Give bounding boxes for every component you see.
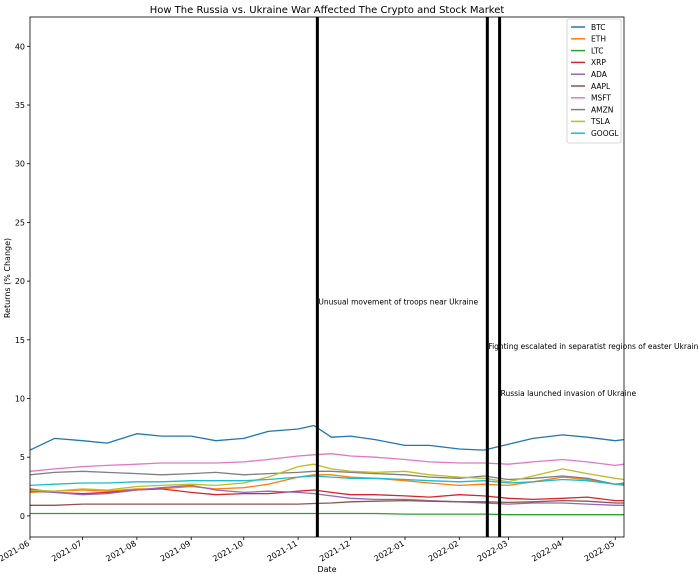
y-tick-label: 0 <box>20 512 25 521</box>
series-line-tsla <box>29 463 625 492</box>
annotations: Unusual movement of troops near Ukraine F… <box>315 17 698 537</box>
series-line-msft <box>29 453 625 472</box>
chart-title: How The Russia vs. Ukraine War Affected … <box>150 5 505 16</box>
y-axis-title: Returns (% Change) <box>3 238 12 318</box>
event-annotation: Fighting escalated in separatist regions… <box>488 342 698 351</box>
x-tick-label: 2021-12 <box>318 539 351 564</box>
x-tick-label: 2021-10 <box>211 539 244 564</box>
event-annotation: Unusual movement of troops near Ukraine <box>318 298 478 307</box>
x-tick-label: 2022-04 <box>530 539 563 564</box>
y-tick-label: 30 <box>15 160 25 169</box>
y-tick-label: 20 <box>15 277 25 286</box>
series-line-googl <box>29 475 624 487</box>
y-tick-label: 10 <box>15 394 25 403</box>
x-tick-label: 2021-08 <box>104 539 137 564</box>
plot-area <box>29 424 625 516</box>
y-tick-label: 35 <box>15 101 25 110</box>
x-tick-label: 2022-01 <box>373 539 406 564</box>
x-tick-label: 2021-09 <box>159 539 192 564</box>
x-tick-label: 2021-11 <box>266 539 299 564</box>
x-tick-label: 2021-07 <box>50 539 83 564</box>
legend-label: XRP <box>591 58 606 67</box>
series-line-aapl <box>30 499 624 506</box>
x-tick-label: 2022-03 <box>476 539 509 564</box>
y-tick-label: 5 <box>20 453 25 462</box>
legend: BTC ETH LTC XRP ADA AAPL MSFT AMZN TSLA GOOGL <box>566 18 622 144</box>
y-tick-label: 25 <box>15 218 25 227</box>
legend-label: BTC <box>591 23 606 32</box>
series-line-btc <box>29 424 625 451</box>
legend-label: LTC <box>591 46 604 55</box>
plot-frame <box>29 16 625 538</box>
x-tick-label: 2022-05 <box>583 539 616 564</box>
y-axis: 0 5 10 15 20 25 30 35 40 <box>15 42 30 521</box>
x-tick-label: 2021-06 <box>0 539 31 564</box>
legend-label: MSFT <box>591 94 611 103</box>
x-axis-title: Date <box>317 565 336 574</box>
legend-label: ADA <box>591 70 608 79</box>
series-line-amzn <box>29 470 625 485</box>
x-tick-label: 2022-02 <box>427 539 460 564</box>
series-line-ltc <box>30 512 624 516</box>
legend-label: AAPL <box>591 82 611 91</box>
event-annotation: Russia launched invasion of Ukraine <box>501 389 637 398</box>
legend-label: TSLA <box>590 117 611 126</box>
series-line-ada <box>29 484 624 506</box>
legend-label: ETH <box>591 35 606 44</box>
x-axis: 2021-06 2021-07 2021-08 2021-09 2021-10 2021-… <box>0 537 616 563</box>
legend-label: AMZN <box>591 105 613 114</box>
y-tick-label: 15 <box>15 336 25 345</box>
y-tick-label: 40 <box>15 42 25 51</box>
legend-label: GOOGL <box>591 129 619 138</box>
